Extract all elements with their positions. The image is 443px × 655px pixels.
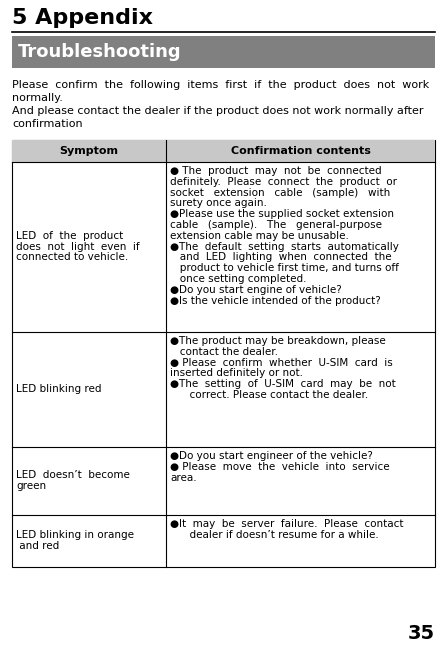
Text: definitely.  Please  connect  the  product  or: definitely. Please connect the product o… [171,177,397,187]
Text: normally.: normally. [12,93,63,103]
Text: LED  doesn’t  become: LED doesn’t become [16,470,130,480]
Text: LED  of  the  product: LED of the product [16,231,123,241]
Text: ●The product may be breakdown, please: ●The product may be breakdown, please [171,336,386,346]
Text: green: green [16,481,46,491]
Text: area.: area. [171,473,197,483]
Text: ●Do you start engine of vehicle?: ●Do you start engine of vehicle? [171,285,342,295]
Text: LED blinking in orange: LED blinking in orange [16,530,134,540]
Text: product to vehicle first time, and turns off: product to vehicle first time, and turns… [171,263,399,273]
Text: ●Is the vehicle intended of the product?: ●Is the vehicle intended of the product? [171,295,381,306]
Bar [12,140,435,567]
Text: connected to vehicle.: connected to vehicle. [16,252,128,263]
Text: contact the dealer.: contact the dealer. [171,346,278,357]
Text: dealer if doesn’t resume for a while.: dealer if doesn’t resume for a while. [171,530,379,540]
Text: confirmation: confirmation [12,119,83,129]
Text: 5 Appendix: 5 Appendix [12,8,153,28]
Text: ● Please  confirm  whether  U-SIM  card  is: ● Please confirm whether U-SIM card is [171,358,393,367]
Text: does  not  light  even  if: does not light even if [16,242,140,252]
Text: socket   extension   cable   (sample)   with: socket extension cable (sample) with [171,187,391,198]
Bar [12,140,435,162]
Text: And please contact the dealer if the product does not work normally after: And please contact the dealer if the pro… [12,106,424,116]
Text: once setting completed.: once setting completed. [171,274,307,284]
Text: ●The  default  setting  starts  automatically: ●The default setting starts automaticall… [171,242,399,252]
Text: Please  confirm  the  following  items  first  if  the  product  does  not  work: Please confirm the following items first… [12,80,429,90]
Text: ●Please use the supplied socket extension: ●Please use the supplied socket extensio… [171,209,394,219]
Text: inserted definitely or not.: inserted definitely or not. [171,368,303,379]
Text: surety once again.: surety once again. [171,198,267,208]
Text: Confirmation contents: Confirmation contents [231,146,371,156]
Text: ●The  setting  of  U-SIM  card  may  be  not: ●The setting of U-SIM card may be not [171,379,396,389]
Text: extension cable may be unusable.: extension cable may be unusable. [171,231,349,241]
Text: ●It  may  be  server  failure.  Please  contact: ●It may be server failure. Please contac… [171,519,404,529]
Text: ●Do you start engineer of the vehicle?: ●Do you start engineer of the vehicle? [171,451,373,461]
Text: LED blinking red: LED blinking red [16,384,101,394]
Text: and red: and red [16,541,59,551]
Text: and  LED  lighting  when  connected  the: and LED lighting when connected the [171,252,392,263]
Text: 35: 35 [408,624,435,643]
Text: cable   (sample).   The   general-purpose: cable (sample). The general-purpose [171,220,382,230]
Bar [12,36,435,68]
Text: Troubleshooting: Troubleshooting [18,43,182,61]
Text: ● The  product  may  not  be  connected: ● The product may not be connected [171,166,382,176]
Text: correct. Please contact the dealer.: correct. Please contact the dealer. [171,390,369,400]
Text: Symptom: Symptom [60,146,119,156]
Text: ● Please  move  the  vehicle  into  service: ● Please move the vehicle into service [171,462,390,472]
